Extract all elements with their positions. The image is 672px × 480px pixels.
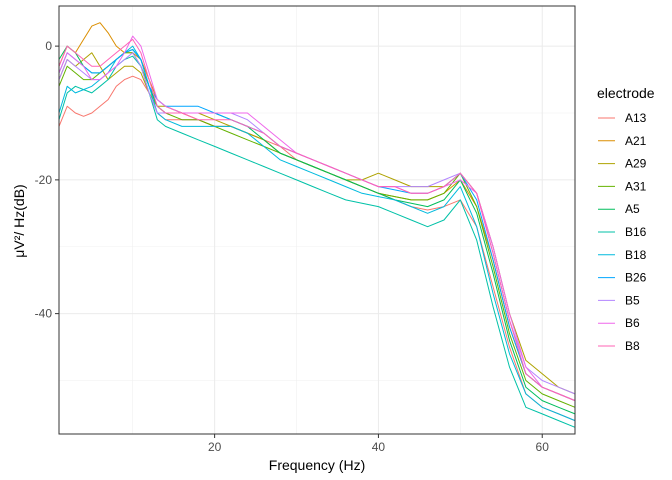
legend-label: B16 bbox=[625, 225, 647, 239]
legend-items: A13 A21 A29 A31 A5 B16 B18 B26 B5 B6 B8 bbox=[598, 111, 647, 353]
legend-title: electrode bbox=[597, 85, 655, 101]
legend-item-b26: B26 bbox=[598, 271, 647, 285]
legend-label: B6 bbox=[625, 316, 640, 330]
x-tick-label: 60 bbox=[536, 440, 550, 454]
series-line-b18 bbox=[58, 45, 576, 422]
x-axis-title: Frequency (Hz) bbox=[269, 457, 365, 473]
y-tick-label: 0 bbox=[45, 39, 52, 53]
legend-item-b16: B16 bbox=[598, 225, 647, 239]
legend-item-b6: B6 bbox=[598, 316, 640, 330]
legend-item-a13: A13 bbox=[598, 111, 647, 125]
legend-label: A5 bbox=[625, 202, 640, 216]
panel-border bbox=[58, 5, 576, 435]
legend-label: B8 bbox=[625, 339, 640, 353]
x-axis-ticks: 20 40 60 bbox=[208, 434, 549, 454]
y-axis-title: μV²/ Hz(dB) bbox=[11, 184, 27, 257]
x-tick-label: 20 bbox=[208, 440, 222, 454]
legend-item-b18: B18 bbox=[598, 248, 647, 262]
x-tick-label: 40 bbox=[372, 440, 386, 454]
panel-background bbox=[59, 6, 575, 434]
legend-item-b8: B8 bbox=[598, 339, 640, 353]
y-tick-label: -40 bbox=[35, 307, 53, 321]
legend-label: A21 bbox=[625, 134, 647, 148]
major-gridlines bbox=[59, 6, 575, 434]
y-axis-ticks: 0 -20 -40 bbox=[35, 39, 59, 321]
series-line-b16 bbox=[58, 55, 576, 428]
legend-label: A13 bbox=[625, 111, 647, 125]
series-line-b8 bbox=[58, 38, 576, 402]
legend-item-a31: A31 bbox=[598, 179, 647, 193]
plot-panel bbox=[59, 6, 575, 434]
legend-item-a5: A5 bbox=[598, 202, 640, 216]
minor-gridlines bbox=[59, 6, 575, 434]
legend-item-a29: A29 bbox=[598, 157, 647, 171]
legend: electrode A13 A21 A29 A31 A5 B16 B18 B26 B5 B6 B8 bbox=[597, 85, 655, 353]
legend-item-b5: B5 bbox=[598, 293, 640, 307]
legend-label: A29 bbox=[625, 157, 647, 171]
legend-label: A31 bbox=[625, 179, 647, 193]
legend-item-a21: A21 bbox=[598, 134, 647, 148]
legend-label: B26 bbox=[625, 271, 647, 285]
panel-frame bbox=[58, 5, 576, 435]
series-line-b6 bbox=[58, 35, 576, 402]
legend-label: B18 bbox=[625, 248, 647, 262]
legend-label: B5 bbox=[625, 293, 640, 307]
series-lines bbox=[58, 22, 576, 428]
y-tick-label: -20 bbox=[35, 173, 53, 187]
